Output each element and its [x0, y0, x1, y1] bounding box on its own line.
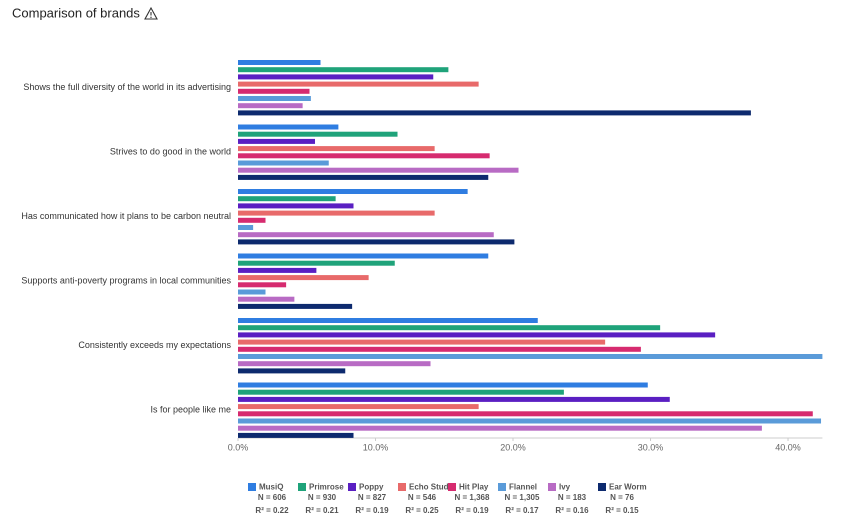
legend-r2: R² = 0.16 — [555, 506, 589, 515]
legend-r2: R² = 0.15 — [605, 506, 639, 515]
legend-n: N = 606 — [258, 493, 287, 502]
bar — [238, 124, 339, 130]
bar — [238, 67, 449, 73]
x-tick-label: 0.0% — [228, 442, 249, 452]
legend-r2: R² = 0.19 — [355, 506, 389, 515]
bar — [238, 96, 311, 101]
bar — [238, 210, 435, 216]
bar — [238, 239, 515, 245]
bar — [238, 354, 823, 359]
legend-r2: R² = 0.25 — [405, 506, 439, 515]
legend-n: N = 183 — [558, 493, 587, 502]
bar — [238, 339, 606, 345]
bar — [238, 267, 317, 273]
bar — [238, 189, 468, 194]
legend-swatch — [598, 483, 606, 491]
category-label: Has communicated how it plans to be carb… — [21, 211, 231, 221]
legend-label: Echo Studio — [409, 483, 456, 492]
legend-n: N = 827 — [358, 493, 387, 502]
x-tick-label: 10.0% — [363, 442, 389, 452]
chart-title: Comparison of brands — [12, 5, 140, 20]
legend-swatch — [448, 483, 456, 491]
bar — [238, 282, 287, 288]
legend-label: Ear Worm — [609, 483, 647, 492]
bar — [238, 361, 431, 367]
legend-n: N = 1,305 — [505, 493, 540, 502]
bar — [238, 275, 369, 281]
legend-n: N = 76 — [610, 493, 634, 502]
legend-label: Ivy — [559, 483, 571, 492]
bar — [238, 396, 670, 402]
x-tick-label: 30.0% — [638, 442, 664, 452]
legend-n: N = 1,368 — [455, 493, 490, 502]
legend-label: Poppy — [359, 483, 384, 492]
bar — [238, 418, 822, 424]
legend-swatch — [498, 483, 506, 491]
legend-swatch — [548, 483, 556, 491]
category-label: Consistently exceeds my expectations — [78, 340, 231, 350]
bar — [238, 88, 310, 94]
bar — [238, 332, 716, 338]
bar — [238, 81, 479, 87]
bar — [238, 217, 266, 223]
bar — [238, 225, 254, 230]
legend-label: Primrose — [309, 483, 344, 492]
bar — [238, 138, 316, 144]
bar — [238, 253, 489, 259]
bar — [238, 153, 490, 159]
bar — [238, 74, 434, 80]
x-tick-label: 20.0% — [500, 442, 526, 452]
bar — [238, 160, 329, 166]
bar — [238, 425, 762, 431]
bar — [238, 232, 494, 238]
bar — [238, 318, 538, 323]
legend-swatch — [398, 483, 406, 491]
legend-r2: R² = 0.21 — [305, 506, 339, 515]
bar — [238, 103, 303, 109]
legend-r2: R² = 0.17 — [505, 506, 539, 515]
category-label: Supports anti-poverty programs in local … — [21, 276, 231, 286]
legend-label: Hit Play — [459, 483, 489, 492]
bar — [238, 389, 564, 395]
legend-n: N = 930 — [308, 493, 337, 502]
bar — [238, 260, 395, 266]
legend-label: MusiQ — [259, 483, 283, 492]
bar — [238, 131, 398, 137]
legend-r2: R² = 0.19 — [455, 506, 489, 515]
bar — [238, 325, 661, 331]
bar — [238, 296, 295, 302]
legend-swatch — [348, 483, 356, 491]
category-label: Is for people like me — [150, 405, 231, 415]
category-label: Strives to do good in the world — [110, 147, 231, 157]
bar — [238, 110, 751, 116]
bar — [238, 167, 519, 173]
warning-icon — [144, 6, 158, 20]
legend-r2: R² = 0.22 — [255, 506, 289, 515]
bar — [238, 432, 354, 438]
bar — [238, 346, 641, 352]
bar — [238, 196, 336, 202]
legend-n: N = 546 — [408, 493, 437, 502]
bar — [238, 146, 435, 152]
legend-swatch — [298, 483, 306, 491]
bar — [238, 289, 266, 295]
bar — [238, 203, 354, 209]
bar — [238, 411, 813, 417]
bar — [238, 368, 346, 374]
bar — [238, 303, 353, 309]
bar — [238, 404, 479, 410]
legend-label: Flannel — [509, 483, 537, 492]
category-label: Shows the full diversity of the world in… — [23, 82, 231, 92]
bar — [238, 382, 648, 388]
bar — [238, 60, 321, 65]
legend-swatch — [248, 483, 256, 491]
bar — [238, 174, 489, 180]
x-tick-label: 40.0% — [775, 442, 801, 452]
